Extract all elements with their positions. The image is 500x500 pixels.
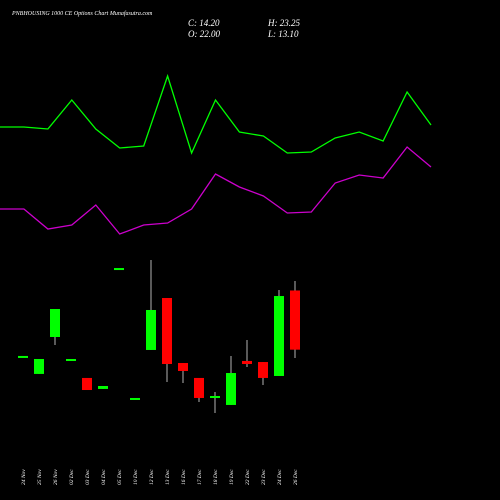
chart-title: PNBHOUSING 1000 CE Options Chart Munafas… xyxy=(11,10,153,17)
candle-body xyxy=(226,373,236,405)
x-tick-label: 18 Dec xyxy=(213,469,219,485)
x-tick-label: 13 Dec xyxy=(165,469,171,485)
indicator-line xyxy=(0,73,432,155)
x-tick-label: 23 Dec xyxy=(261,469,267,485)
candle-body xyxy=(98,385,108,389)
candle-body xyxy=(194,377,204,398)
candle-body xyxy=(146,309,156,350)
x-tick-label: 19 Dec xyxy=(229,469,235,485)
candle-body xyxy=(82,377,92,391)
x-tick-label: 22 Dec xyxy=(245,469,251,485)
candle-body xyxy=(162,298,172,364)
x-tick-label: 17 Dec xyxy=(197,469,203,485)
candle-body xyxy=(258,362,268,378)
x-tick-label: 02 Dec xyxy=(69,469,75,485)
x-tick-label: 26 Nov xyxy=(53,469,59,485)
candle-body xyxy=(34,358,44,374)
x-tick-label: 10 Dec xyxy=(133,469,139,485)
candle-body xyxy=(66,358,76,361)
candle-body xyxy=(130,397,140,400)
indicator-line xyxy=(0,146,432,235)
x-tick-label: 04 Dec xyxy=(100,469,107,485)
x-tick-label: 03 Dec xyxy=(85,469,91,485)
candle-body xyxy=(210,396,220,399)
candle-body xyxy=(178,363,188,371)
summary-high: H: 23.25 xyxy=(267,18,300,28)
summary-low: L: 13.10 xyxy=(267,29,299,39)
x-tick-label: 25 Nov xyxy=(37,469,43,485)
x-tick-label: 12 Dec xyxy=(149,469,155,485)
x-tick-label: 16 Dec xyxy=(181,469,187,485)
candle-body xyxy=(274,296,284,376)
summary-close: C: 14.20 xyxy=(188,18,220,28)
candle-body xyxy=(114,268,124,271)
candle-body xyxy=(50,309,60,337)
summary-open: O: 22.00 xyxy=(188,29,220,39)
x-tick-label: 24 Nov xyxy=(20,469,27,485)
candle-body xyxy=(18,355,28,358)
x-tick-label: 26 Dec xyxy=(293,469,299,485)
candle-body xyxy=(242,360,252,364)
x-tick-label: 05 Dec xyxy=(117,469,123,485)
x-tick-label: 24 Dec xyxy=(276,469,283,485)
candle-body xyxy=(290,290,300,350)
